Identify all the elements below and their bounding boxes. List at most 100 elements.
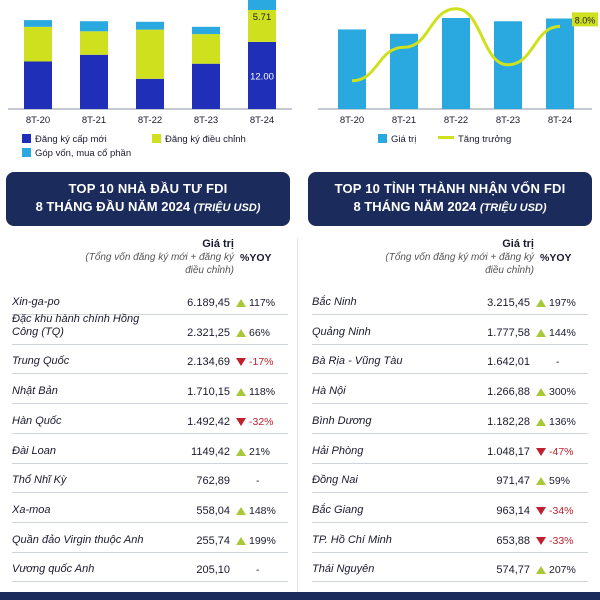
- data-label-box: [572, 12, 598, 27]
- arrow-up-icon: [536, 417, 546, 426]
- table-row: Trung Quốc 2.134,69 -17%: [12, 345, 288, 375]
- provinces-panel-header: TOP 10 TỈNH THÀNH NHẬN VỐN FDI 8 THÁNG N…: [308, 172, 592, 226]
- row-name: Hà Nội: [312, 385, 346, 398]
- value-header-label: Giá trị: [202, 238, 234, 250]
- arrow-up-icon: [536, 388, 546, 397]
- yoy-value: -34%: [549, 504, 574, 517]
- table-row: Quần đảo Virgin thuộc Anh 255,74 199%: [12, 524, 288, 553]
- arrow-up-icon: [236, 506, 246, 515]
- investors-unit: (TRIỆU USD): [193, 202, 261, 214]
- value-column-header: Giá trị (Tổng vốn đăng ký mới + đăng ký …: [72, 238, 234, 277]
- legend-swatch: [378, 134, 387, 143]
- row-value: 963,14: [496, 504, 530, 517]
- row-name: Bà Rịa - Vũng Tàu: [312, 355, 403, 368]
- table-row: Bình Dương 1.182,28 136%: [312, 405, 588, 434]
- stacked-bar-chart: 8T-20 8T-21 8T-22 8T-23 8T-24 12.00 5.71: [8, 0, 292, 126]
- row-yoy: -17%: [236, 356, 274, 368]
- yoy-value: 66%: [249, 326, 271, 339]
- arrow-down-icon: [536, 447, 546, 456]
- row-value: 762,89: [196, 475, 230, 488]
- row-yoy: 300%: [536, 386, 576, 398]
- row-value: 6.189,45: [187, 297, 230, 309]
- legend-label: Giá trị: [391, 134, 417, 145]
- legend-label: Đăng ký điều chỉnh: [165, 134, 246, 145]
- bottom-bar: [0, 592, 600, 600]
- arrow-up-icon: [236, 447, 246, 456]
- row-yoy: -47%: [536, 446, 574, 458]
- row-value: 255,74: [196, 534, 230, 547]
- row-name: Thổ Nhĩ Kỳ: [12, 474, 67, 487]
- row-name: Bình Dương: [312, 414, 372, 427]
- row-name: Thái Nguyên: [312, 563, 375, 576]
- yoy-value: 118%: [249, 386, 276, 399]
- row-name: Bắc Ninh: [312, 296, 357, 308]
- value-header-label: Giá trị: [502, 238, 534, 250]
- table-row: Thổ Nhĩ Kỳ 762,89 -: [12, 464, 288, 494]
- row-name: Nhật Bản: [12, 385, 58, 398]
- legend-line: [438, 136, 454, 139]
- yoy-value: 207%: [549, 564, 576, 577]
- yoy-value: -: [256, 475, 260, 488]
- table-row: Bà Rịa - Vũng Tàu 1.642,01 -: [312, 345, 588, 375]
- x-tick-label: 8T-23: [194, 115, 218, 126]
- legend-item: Góp vốn, mua cổ phần: [22, 148, 131, 159]
- yoy-value: 197%: [549, 297, 576, 309]
- provinces-subtitle-text: 8 THÁNG NĂM 2024: [353, 199, 477, 214]
- x-tick-label: 8T-21: [82, 115, 106, 126]
- bar-segment: [80, 54, 108, 109]
- value-header-note: (Tổng vốn đăng ký mới + đăng ký điều chỉ…: [85, 252, 234, 276]
- row-value: 1.492,42: [187, 415, 230, 428]
- bar-segment: [192, 26, 220, 35]
- yoy-value: 199%: [249, 534, 276, 547]
- row-value: 205,10: [196, 564, 230, 577]
- row-yoy: 59%: [536, 475, 570, 487]
- provinces-unit: (TRIỆU USD): [479, 202, 547, 214]
- row-value: 3.215,45: [487, 297, 530, 309]
- row-yoy: -33%: [536, 535, 574, 547]
- row-value: 558,04: [196, 504, 230, 517]
- column-divider: [297, 238, 298, 600]
- row-yoy: -: [256, 564, 260, 576]
- row-yoy: -: [556, 356, 560, 368]
- row-yoy: 197%: [536, 297, 576, 309]
- x-tick-label: 8T-24: [548, 115, 572, 126]
- bar-segment: [248, 9, 276, 42]
- row-value: 574,77: [496, 564, 530, 577]
- bar-segment: [248, 0, 276, 10]
- arrow-up-icon: [536, 566, 546, 575]
- table-row: Đặc khu hành chính Hồng Công (TQ) 2.321,2…: [12, 312, 288, 345]
- row-name: Bắc Giang: [312, 503, 364, 516]
- row-name: Đặc khu hành chính Hồng Công (TQ): [12, 312, 140, 338]
- investors-panel-header: TOP 10 NHÀ ĐẦU TƯ FDI 8 THÁNG ĐẦU NĂM 20…: [6, 172, 290, 226]
- row-yoy: 136%: [536, 416, 576, 428]
- bar-segment: [80, 21, 108, 32]
- row-yoy: 144%: [536, 327, 576, 339]
- data-label: 8.0%: [575, 15, 596, 25]
- row-name: Quảng Ninh: [312, 325, 371, 338]
- row-yoy: 21%: [236, 446, 270, 458]
- row-value: 2.321,25: [187, 326, 230, 339]
- data-label: 12.00: [250, 71, 274, 82]
- arrow-down-icon: [236, 417, 246, 426]
- legend-swatch: [22, 148, 31, 157]
- table-row: Xin-ga-po 6.189,45 117%: [12, 286, 288, 315]
- row-yoy: 207%: [536, 564, 576, 576]
- legend-swatch: [152, 134, 161, 143]
- bar-segment: [24, 20, 52, 27]
- x-tick-label: 8T-20: [26, 115, 50, 126]
- bar-segment: [192, 34, 220, 64]
- row-value: 1.777,58: [487, 326, 530, 339]
- provinces-subtitle: 8 THÁNG NĂM 2024 (TRIỆU USD): [308, 199, 592, 214]
- row-yoy: -32%: [236, 416, 274, 428]
- table-row: Thái Nguyên 574,77 207%: [312, 553, 588, 583]
- growth-line: [351, 7, 561, 83]
- bar: [546, 18, 574, 110]
- row-name: Đài Loan: [12, 444, 57, 457]
- bar-segment: [136, 78, 164, 109]
- row-name: Xa-moa: [12, 503, 51, 516]
- arrow-up-icon: [236, 536, 246, 545]
- table-row: Hải Phòng 1.048,17 -47%: [312, 435, 588, 464]
- arrow-up-icon: [236, 388, 246, 397]
- x-tick-label: 8T-20: [340, 115, 364, 126]
- x-tick-label: 8T-22: [138, 115, 162, 126]
